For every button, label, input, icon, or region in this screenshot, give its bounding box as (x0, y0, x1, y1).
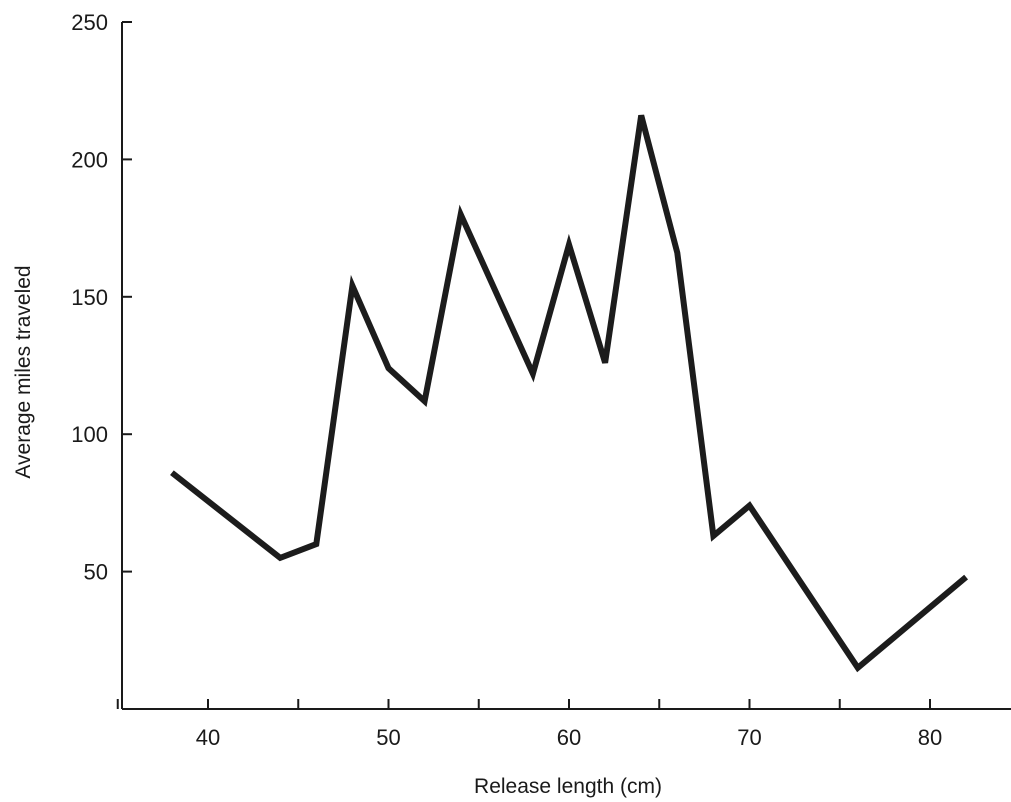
x-tick-label: 60 (557, 725, 581, 750)
y-axis-ticks: 50 100 150 200 250 (71, 10, 132, 585)
x-tick-label: 40 (196, 725, 220, 750)
y-tick-label: 50 (84, 560, 108, 585)
y-axis-title: Average miles traveled (12, 265, 35, 478)
y-tick-label: 250 (71, 10, 108, 35)
axes (121, 22, 1011, 710)
x-axis-ticks: 40 50 60 70 80 (116, 699, 942, 750)
x-tick-label: 80 (918, 725, 942, 750)
y-tick-label: 200 (71, 147, 108, 172)
x-axis-title: Release length (cm) (474, 775, 662, 798)
x-tick-label: 70 (737, 725, 761, 750)
y-tick-label: 150 (71, 285, 108, 310)
series-line (170, 114, 969, 673)
x-tick-label: 50 (376, 725, 400, 750)
y-tick-label: 100 (71, 422, 108, 447)
